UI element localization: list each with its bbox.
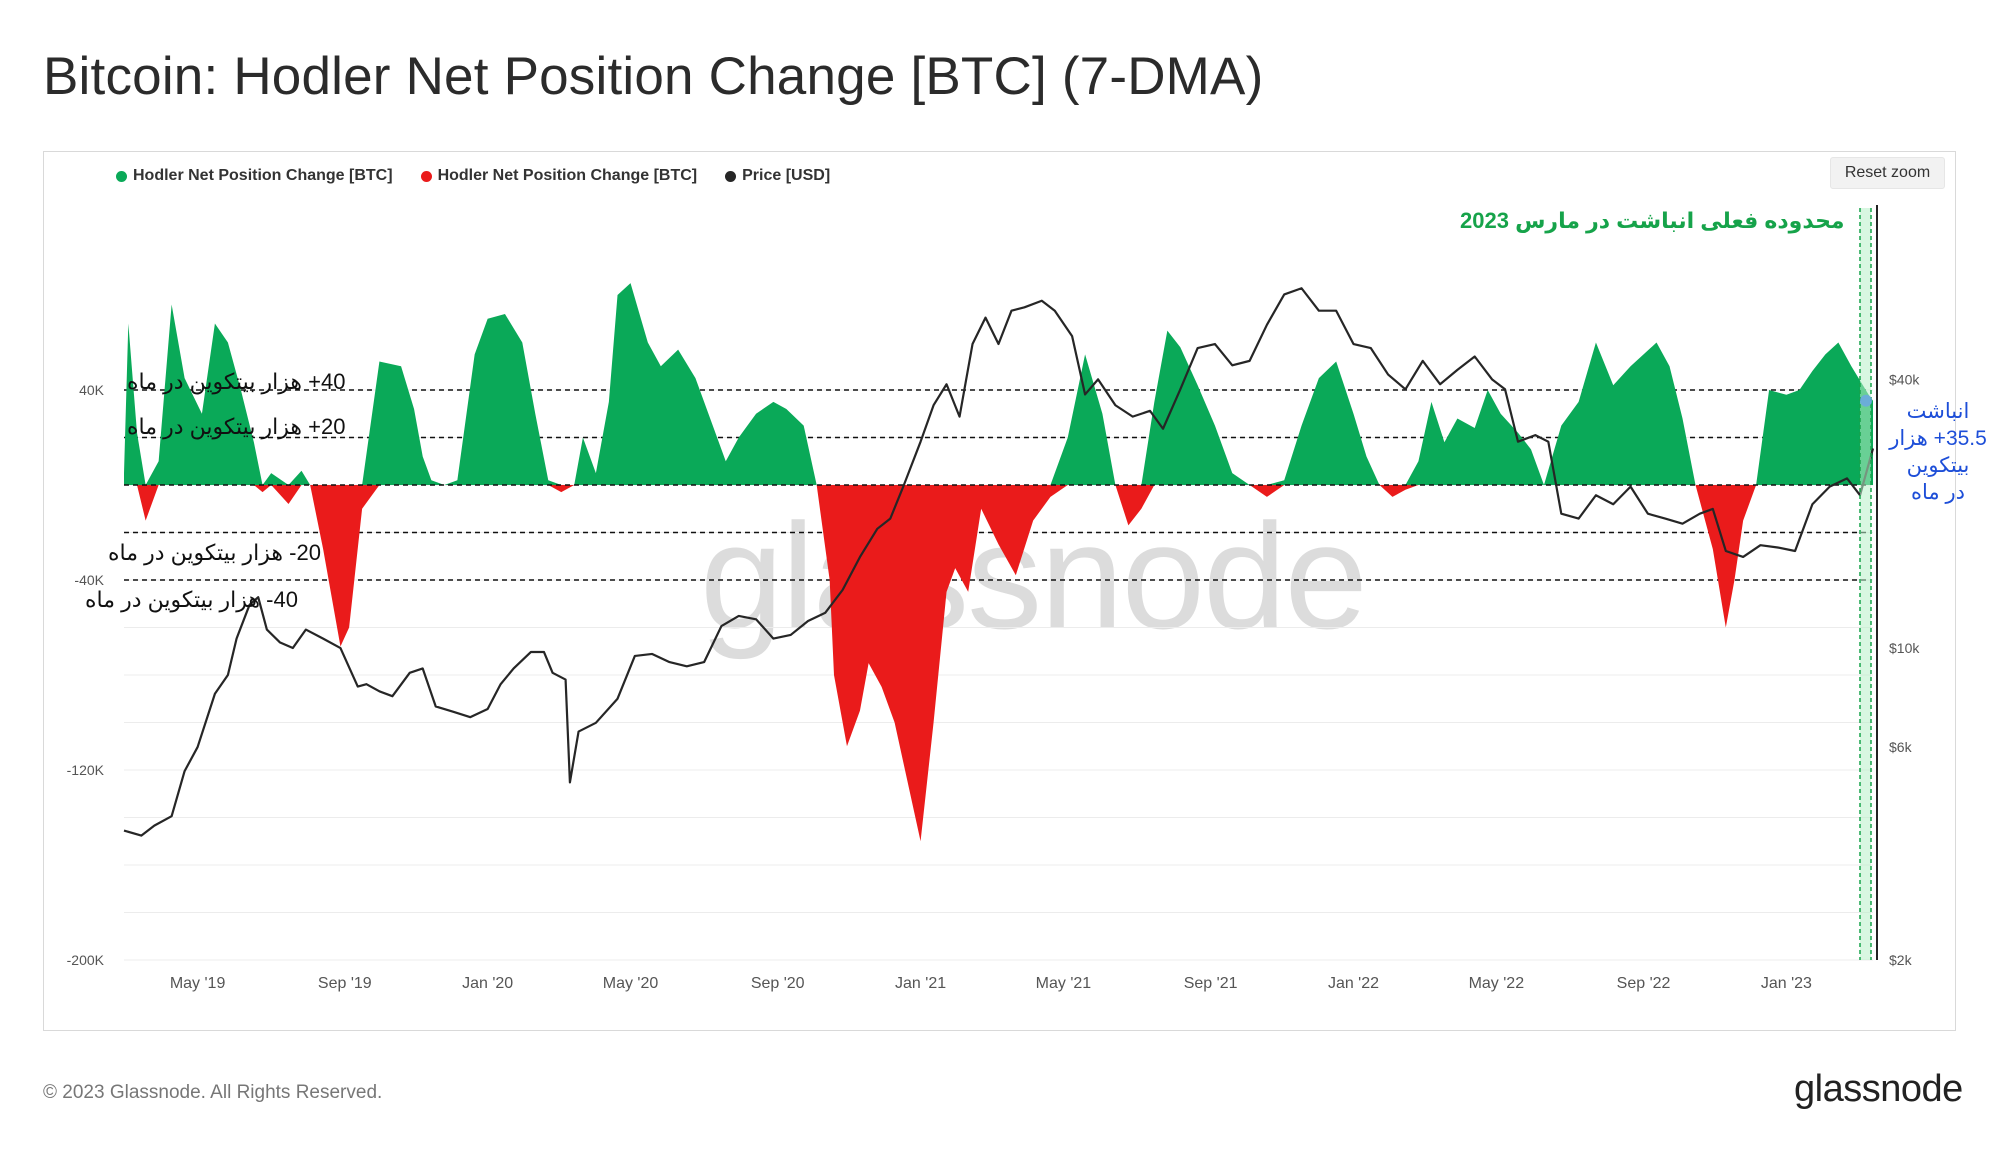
x-tick-label: May '21 xyxy=(1036,975,1092,992)
legend-dot-positive xyxy=(116,170,127,182)
legend-dot-price xyxy=(725,170,737,182)
x-tick-label: May '19 xyxy=(170,975,226,992)
legend-item-positive[interactable]: Hodler Net Position Change [BTC] xyxy=(116,167,393,185)
reset-zoom-button[interactable]: Reset zoom xyxy=(1830,157,1945,189)
annotation-minus40: 40- هزار بیتکوین در ماه xyxy=(85,587,298,612)
x-tick-label: Jan '22 xyxy=(1328,975,1379,992)
x-tick-label: Jan '20 xyxy=(462,975,513,992)
price-line xyxy=(123,287,1875,837)
axes: 40K -40K -120K -200K $40k $10k $6k $2k May '19 Se… xyxy=(67,205,1920,992)
watermark: glassnode xyxy=(700,492,1368,660)
annotation-plus20: 20+ هزار بیتکوین در ماه xyxy=(127,414,346,439)
left-tick-label: -40K xyxy=(74,572,104,588)
negative-area xyxy=(124,485,1873,842)
x-tick-label: Jan '21 xyxy=(895,975,946,992)
chart-panel xyxy=(43,151,1956,1031)
price-series xyxy=(123,287,1875,837)
right-tick-label: $2k xyxy=(1889,952,1913,968)
callout-line-2: 35.5+ هزار xyxy=(1889,427,1987,450)
x-tick-label: Sep '19 xyxy=(318,975,372,992)
callout-line-1: انباشت xyxy=(1906,400,1970,423)
current-accumulation-callout: انباشت 35.5+ هزار بیتکوین در ماه xyxy=(1882,398,1994,506)
current-zone-annotation: محدوده فعلی انباشت در مارس 2023 xyxy=(1460,208,1845,233)
current-value-marker xyxy=(1860,394,1872,407)
right-tick-label: $10k xyxy=(1889,640,1920,656)
x-tick-label: Sep '20 xyxy=(751,975,805,992)
legend-item-negative[interactable]: Hodler Net Position Change [BTC] xyxy=(420,167,698,185)
glassnode-logo: glassnode xyxy=(1794,1068,1963,1110)
x-tick-label: Jan '23 xyxy=(1761,975,1812,992)
right-tick-label: $40k xyxy=(1889,371,1920,387)
left-tick-label: -200K xyxy=(67,952,105,968)
right-tick-label: $6k xyxy=(1889,739,1913,755)
net-position-areas xyxy=(124,283,1873,842)
x-tick-label: May '22 xyxy=(1469,975,1525,992)
x-tick-label: Sep '22 xyxy=(1617,975,1671,992)
current-zone-highlight xyxy=(1859,208,1872,960)
page-title: Bitcoin: Hodler Net Position Change [BTC… xyxy=(43,47,1264,106)
annotation-plus40: 40+ هزار بیتکوین در ماه xyxy=(127,369,346,394)
x-tick-label: Sep '21 xyxy=(1184,975,1238,992)
left-tick-label: 40K xyxy=(79,382,105,398)
copyright-footer: © 2023 Glassnode. All Rights Reserved. xyxy=(43,1082,383,1103)
legend-label-negative: Hodler Net Position Change [BTC] xyxy=(437,167,698,184)
annotation-minus20: 20- هزار بیتکوین در ماه xyxy=(108,540,321,565)
callout-line-3: بیتکوین xyxy=(1906,454,1970,477)
positive-area xyxy=(124,283,1873,485)
current-zone-band xyxy=(1860,208,1871,960)
legend-dot-negative xyxy=(420,170,432,182)
legend-label-price: Price [USD] xyxy=(742,167,831,184)
left-tick-label: -120K xyxy=(67,762,105,778)
legend-label-positive: Hodler Net Position Change [BTC] xyxy=(133,167,393,184)
callout-line-4: در ماه xyxy=(1911,481,1965,504)
chart-legend: Hodler Net Position Change [BTC] Hodler … xyxy=(116,167,830,185)
x-tick-label: May '20 xyxy=(603,975,659,992)
legend-item-price[interactable]: Price [USD] xyxy=(725,167,830,185)
